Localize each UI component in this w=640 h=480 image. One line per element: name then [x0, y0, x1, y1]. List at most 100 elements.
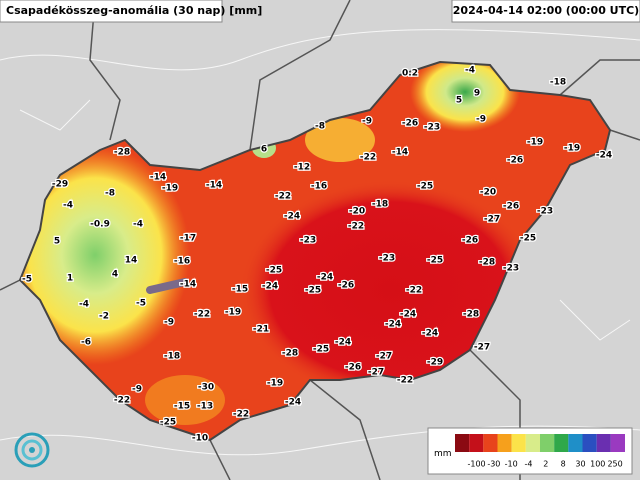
value-label: -26 — [507, 156, 523, 166]
value-label: -28 — [463, 310, 479, 320]
colorbar-segment — [610, 434, 625, 452]
value-label: -25 — [520, 234, 536, 244]
value-label: -25 — [427, 256, 443, 266]
value-label: -4 — [79, 300, 89, 310]
value-label: 5 — [456, 96, 462, 106]
value-label: -25 — [160, 418, 176, 428]
value-label: -22 — [397, 376, 413, 386]
value-label: 4 — [112, 270, 118, 280]
value-label: -22 — [114, 396, 130, 406]
value-label: -24 — [422, 329, 438, 339]
legend-tick-label: 100 — [590, 460, 605, 469]
timestamp-box — [451, 0, 640, 23]
colorbar-segment — [582, 434, 597, 452]
legend-tick-label: 2 — [543, 460, 548, 469]
value-label: -19 — [162, 184, 178, 194]
value-label: -16 — [174, 257, 190, 267]
value-label: -18 — [372, 200, 388, 210]
value-label: -24 — [596, 151, 612, 161]
value-label: -9 — [164, 318, 174, 328]
legend: -100 -30 -10 -4 2 8 30 100 250 — [455, 434, 625, 469]
value-label: -22 — [360, 153, 376, 163]
value-label: -20 — [480, 188, 496, 198]
title: Csapadékösszeg-anomália (30 nap) [mm] — [6, 4, 262, 17]
colorbar-segment — [483, 434, 498, 452]
value-label: -18 — [164, 352, 180, 362]
value-label: -23 — [503, 264, 519, 274]
value-label: -30 — [198, 383, 214, 393]
value-label: -0.9 — [90, 220, 110, 230]
value-label: -24 — [284, 212, 300, 222]
value-label: -8 — [315, 122, 325, 132]
value-label: -26 — [503, 202, 519, 212]
value-label: -22 — [233, 410, 249, 420]
legend-unit: mm — [434, 449, 452, 459]
value-label: -26 — [345, 363, 361, 373]
value-label: -26 — [338, 281, 354, 291]
value-label: -24 — [400, 310, 416, 320]
value-label: -5 — [22, 275, 32, 285]
legend-tick-label: 8 — [561, 460, 566, 469]
value-label: -22 — [348, 222, 364, 232]
value-label: -19 — [527, 138, 543, 148]
value-label: -19 — [267, 379, 283, 389]
value-label: -19 — [564, 144, 580, 154]
value-label: -24 — [262, 282, 278, 292]
value-label: -8 — [105, 189, 115, 199]
value-label: -24 — [285, 398, 301, 408]
value-label: -23 — [379, 254, 395, 264]
value-label: -18 — [550, 78, 566, 88]
value-label: -28 — [114, 148, 130, 158]
value-label: -5 — [136, 299, 146, 309]
value-label: -2 — [99, 312, 109, 322]
value-label: -23 — [300, 236, 316, 246]
value-label: -23 — [537, 207, 553, 217]
value-label: -4 — [133, 220, 143, 230]
legend-tick-label: -10 — [505, 460, 518, 469]
value-label: -15 — [232, 285, 248, 295]
value-label: -22 — [406, 286, 422, 296]
value-label: -16 — [311, 182, 327, 192]
legend-tick-label: -30 — [487, 460, 500, 469]
value-label: -27 — [376, 352, 392, 362]
legend-tick-label: 30 — [575, 460, 585, 469]
value-label: -12 — [294, 163, 310, 173]
value-label: 6 — [261, 145, 267, 155]
value-label: -27 — [368, 368, 384, 378]
value-label: 0.2 — [402, 69, 418, 79]
value-label: -13 — [197, 402, 213, 412]
value-label: -24 — [317, 273, 333, 283]
value-labels: 0.2 -495-18-9 -26 -23-9-86-19-19-24-28 -22 -1… — [21, 64, 614, 445]
value-label: -14 — [150, 173, 166, 183]
value-label: -4 — [63, 201, 73, 211]
value-label: -25 — [266, 266, 282, 276]
value-label: -28 — [282, 349, 298, 359]
value-label: -9 — [362, 117, 372, 127]
value-label: -26 — [462, 236, 478, 246]
value-label: -14 — [206, 181, 222, 191]
value-label: -10 — [192, 434, 208, 444]
value-label: -25 — [305, 286, 321, 296]
value-label: -4 — [465, 66, 475, 76]
value-label: -6 — [81, 338, 91, 348]
colorbar-segment — [455, 434, 470, 452]
value-label: 1 — [67, 274, 73, 284]
value-label: -17 — [180, 234, 196, 244]
value-label: 5 — [54, 237, 60, 247]
value-label: -23 — [424, 123, 440, 133]
value-label: -9 — [132, 385, 142, 395]
colorbar-segment — [497, 434, 512, 452]
title-box — [0, 0, 223, 23]
value-label: 9 — [474, 89, 480, 99]
value-label: -26 — [402, 119, 418, 129]
value-label: -20 — [349, 207, 365, 217]
value-label: -25 — [417, 182, 433, 192]
value-label: -22 — [194, 310, 210, 320]
terrain — [0, 29, 640, 456]
legend-tick-label: -100 — [467, 460, 485, 469]
lake — [146, 278, 189, 294]
value-label: -9 — [476, 115, 486, 125]
value-label: -28 — [479, 258, 495, 268]
value-label: -25 — [313, 345, 329, 355]
